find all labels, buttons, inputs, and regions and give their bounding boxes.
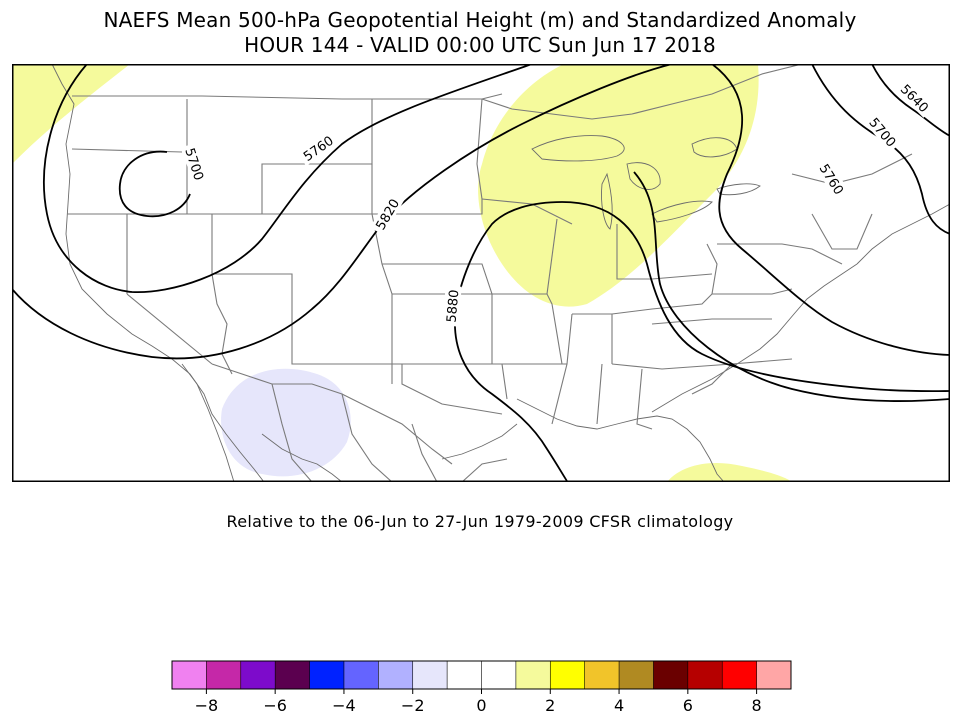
map-title-line-1: NAEFS Mean 500-hPa Geopotential Height (… [103,8,857,32]
positive-anomaly-gulf [667,462,792,482]
height-contours [12,64,950,482]
contour-label-5880: 5880 [445,289,463,323]
contour-label-5700-low: 5700 [181,146,205,182]
contour-5700-low [118,150,191,218]
colorbar-tick-label: 6 [683,696,693,715]
contour-5820-east [633,171,950,403]
colorbar-swatch [756,661,792,689]
contour-5700-east [811,64,950,235]
colorbar-swatch [619,661,654,689]
map-title-line-2: HOUR 144 - VALID 00:00 UTC Sun Jun 17 20… [244,33,716,57]
contour-5880 [454,201,950,393]
contour-5640 [871,64,950,137]
colorbar-swatch [309,661,345,689]
colorbar-swatch [275,661,311,689]
colorbar-tick-label: 0 [476,696,486,715]
negative-anomaly-mexico [221,368,351,477]
map-frame [12,64,950,482]
contour-5820 [12,64,673,360]
colorbar-swatch [550,661,586,689]
colorbar-swatch [687,661,723,689]
colorbar-swatch [378,661,414,689]
colorbar-swatch [515,661,551,689]
colorbar-swatch [584,661,620,689]
colorbar-swatch [447,661,482,689]
colorbar-swatch [343,661,379,689]
colorbar-tick-label: −8 [195,696,219,715]
colorbar-swatch [481,661,517,689]
colorbar-swatch [653,661,689,689]
colorbar-tick-label: 4 [614,696,624,715]
climatology-note: Relative to the 06-Jun to 27-Jun 1979-20… [226,512,734,531]
colorbar-ticks: −8 −6 −4 −2 0 2 4 6 8 [195,689,762,715]
colorbar-tick-label: 8 [752,696,762,715]
contour-5880-south [454,318,569,482]
contour-5760 [711,64,950,356]
colorbar-swatch [722,661,758,689]
colorbar-tick-label: 2 [545,696,555,715]
colorbar-swatch [240,661,276,689]
contour-5700-west [43,64,533,293]
colorbar-swatch [412,661,448,689]
colorbar-swatch [206,661,242,689]
colorbar-tick-label: −6 [263,696,287,715]
anomaly-colorbar: −8 −6 −4 −2 0 2 4 6 8 [171,660,792,715]
colorbar-swatch [172,661,207,689]
anomaly-map: 5700 5760 5820 5880 5760 5700 5640 [12,64,950,482]
colorbar-swatches [172,661,792,689]
colorbar-tick-label: −4 [332,696,356,715]
state-borders [67,93,913,430]
country-borders [211,64,803,482]
colorbar-tick-label: −2 [401,696,425,715]
positive-anomaly-northwest [12,64,130,164]
positive-anomaly-great-lakes [478,64,759,307]
anomaly-shading [12,64,792,482]
